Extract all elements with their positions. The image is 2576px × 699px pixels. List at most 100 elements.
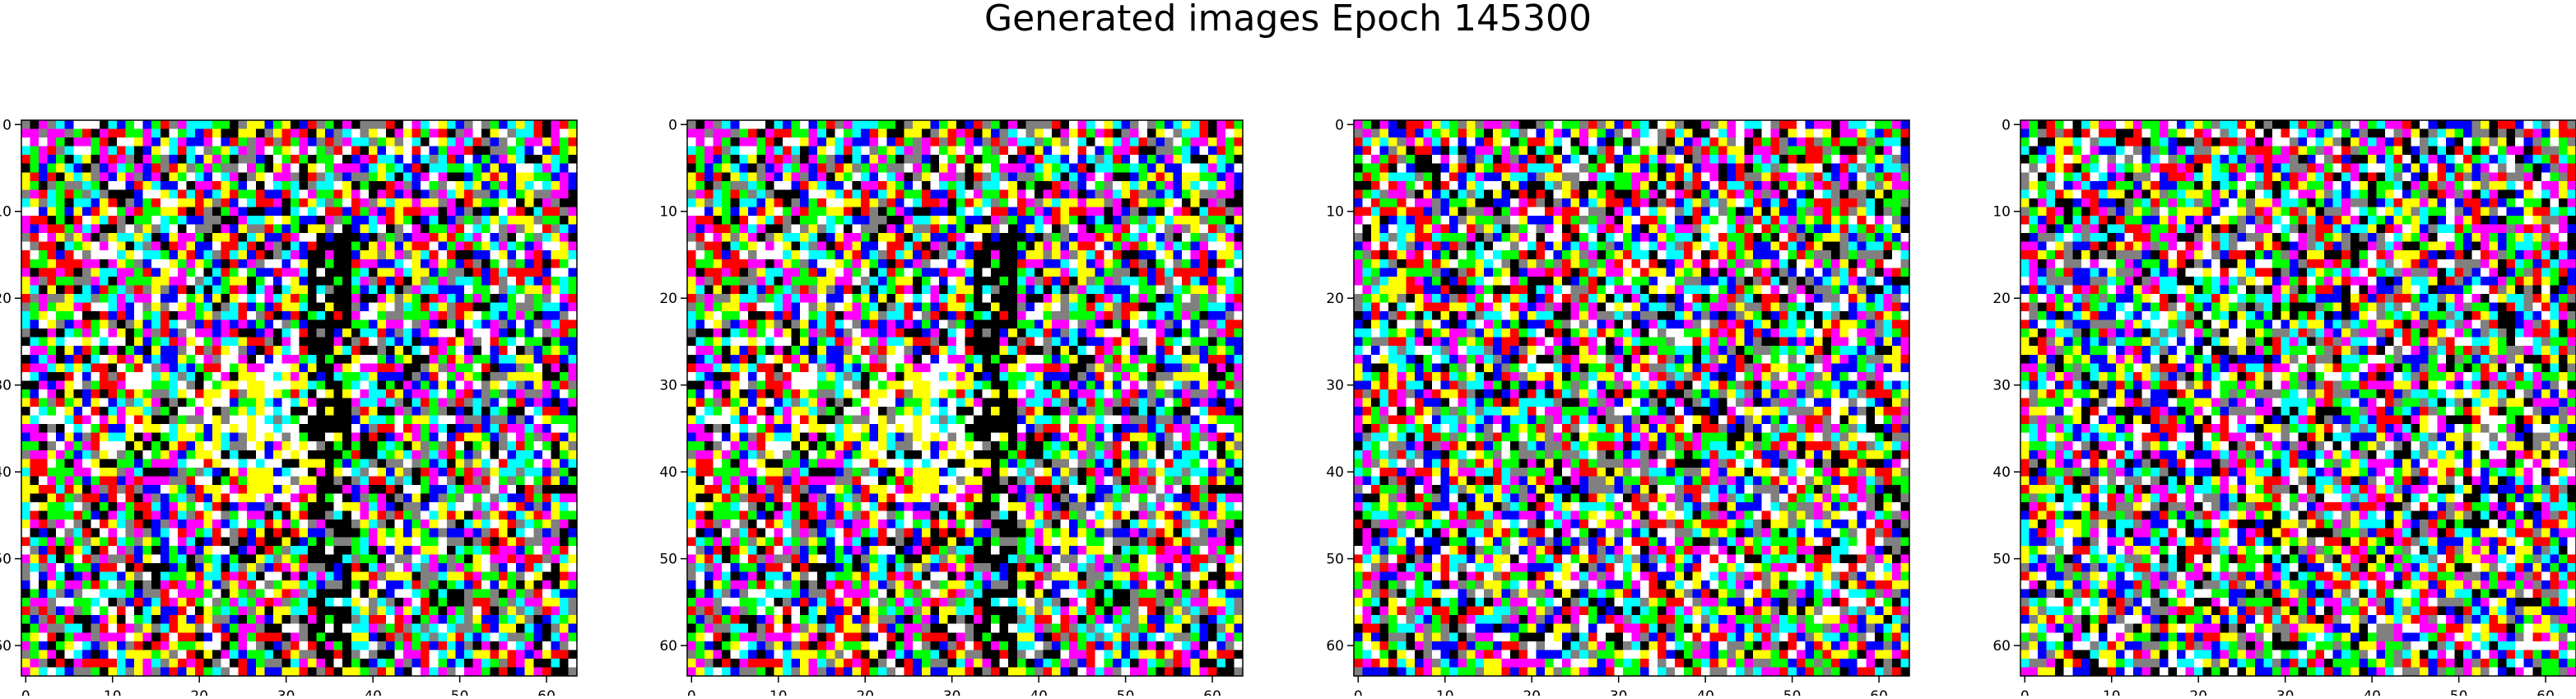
pixel: [560, 302, 569, 311]
pixel: [887, 233, 896, 242]
pixel: [203, 380, 212, 389]
pixel: [464, 346, 473, 355]
pixel: [126, 485, 135, 494]
pixel: [334, 346, 343, 355]
pixel: [56, 607, 65, 616]
pixel: [91, 607, 100, 616]
pixel: [377, 441, 386, 450]
pixel: [134, 137, 143, 147]
pixel: [491, 225, 500, 234]
pixel: [56, 233, 65, 242]
pixel: [403, 294, 412, 303]
pixel: [264, 294, 273, 303]
pixel: [134, 546, 143, 555]
pixel: [73, 571, 82, 580]
pixel: [447, 607, 456, 616]
pixel: [1199, 198, 1208, 207]
pixel: [281, 632, 291, 641]
pixel: [922, 198, 931, 207]
pixel: [151, 650, 160, 659]
pixel: [369, 302, 378, 311]
pixel: [134, 277, 143, 286]
pixel: [73, 311, 82, 320]
pixel: [256, 294, 265, 303]
pixel: [377, 120, 386, 129]
pixel: [360, 520, 369, 529]
pixel: [169, 268, 178, 277]
pixel: [1061, 164, 1070, 173]
pixel: [939, 129, 948, 138]
pixel: [351, 355, 360, 364]
pixel: [1216, 181, 1225, 190]
pixel: [1199, 225, 1208, 234]
pixel: [143, 546, 152, 555]
pixel: [551, 476, 560, 485]
pixel: [195, 355, 204, 364]
pixel: [491, 537, 500, 546]
pixel: [965, 198, 974, 207]
pixel: [508, 268, 517, 277]
pixel: [195, 632, 204, 641]
pixel: [464, 189, 473, 198]
pixel: [542, 607, 551, 616]
pixel: [447, 554, 456, 563]
pixel: [508, 277, 517, 286]
pixel: [861, 120, 870, 129]
pixel: [377, 242, 386, 251]
pixel: [1008, 120, 1017, 129]
pixel: [412, 329, 421, 338]
pixel: [239, 198, 248, 207]
pixel: [765, 137, 774, 147]
pixel: [65, 294, 74, 303]
pixel: [395, 242, 404, 251]
pixel: [300, 259, 309, 268]
pixel: [82, 580, 91, 589]
pixel: [291, 311, 300, 320]
pixel: [844, 137, 853, 147]
pixel: [39, 346, 48, 355]
pixel: [342, 242, 351, 251]
pixel: [1147, 198, 1156, 207]
pixel: [264, 589, 273, 599]
pixel: [481, 147, 491, 156]
pixel: [395, 615, 404, 624]
pixel: [21, 207, 30, 216]
pixel: [704, 137, 714, 147]
pixel: [273, 216, 282, 225]
pixel: [499, 563, 508, 572]
pixel: [91, 529, 100, 538]
pixel: [983, 172, 992, 181]
pixel: [516, 137, 525, 147]
pixel: [438, 589, 447, 599]
pixel: [221, 659, 230, 668]
pixel: [826, 233, 835, 242]
pixel: [151, 659, 160, 668]
pixel: [91, 580, 100, 589]
pixel: [930, 189, 939, 198]
pixel: [195, 650, 204, 659]
pixel: [913, 120, 922, 129]
pixel: [30, 407, 40, 416]
pixel: [273, 120, 282, 129]
pixel: [264, 372, 273, 381]
pixel: [30, 120, 40, 129]
pixel: [317, 338, 326, 347]
pixel: [568, 147, 577, 156]
pixel: [947, 198, 956, 207]
pixel: [151, 329, 160, 338]
pixel: [134, 207, 143, 216]
pixel: [178, 494, 187, 503]
pixel: [395, 155, 404, 164]
pixel: [300, 580, 309, 589]
pixel: [533, 164, 542, 173]
pixel: [325, 363, 334, 372]
pixel: [508, 624, 517, 633]
pixel: [516, 207, 525, 216]
pixel: [991, 207, 1000, 216]
pixel: [516, 529, 525, 538]
pixel: [395, 459, 404, 468]
pixel: [714, 164, 723, 173]
pixel: [178, 615, 187, 624]
pixel: [421, 346, 430, 355]
pixel: [212, 233, 221, 242]
